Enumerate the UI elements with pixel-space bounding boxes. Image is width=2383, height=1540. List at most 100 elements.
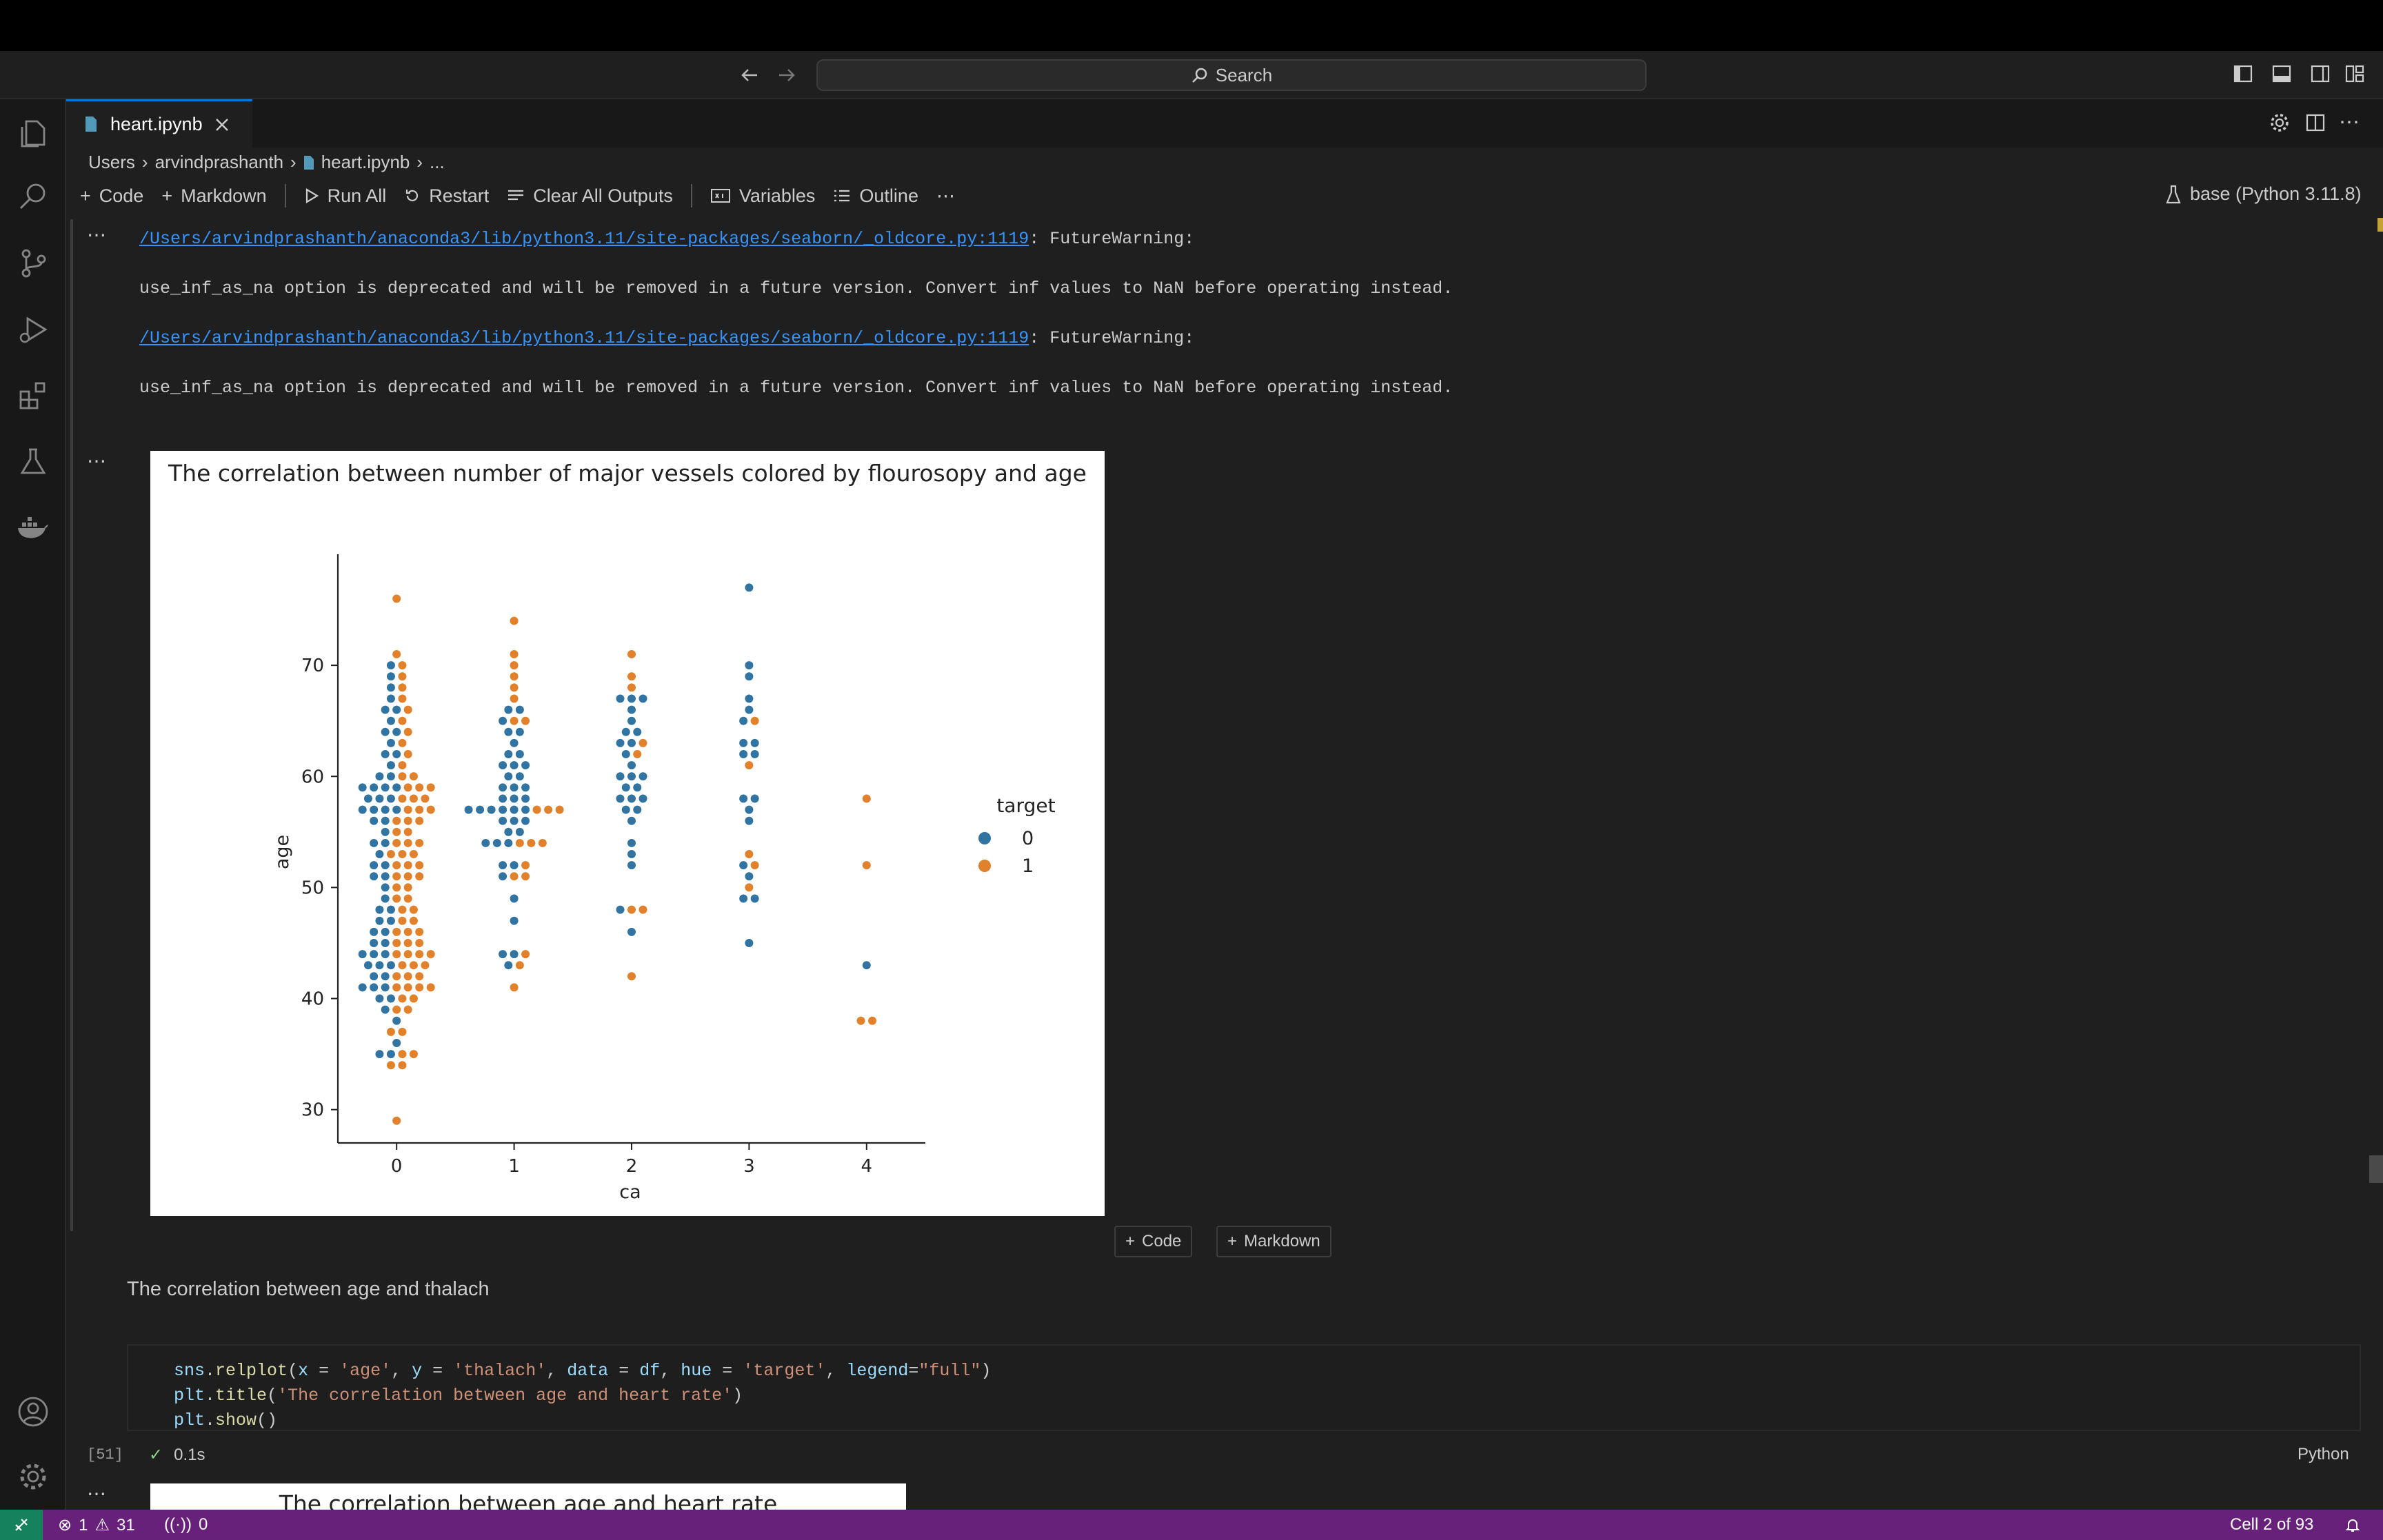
data-point <box>627 705 636 715</box>
settings-gear-icon[interactable] <box>2269 112 2291 134</box>
data-point <box>380 926 390 937</box>
code-cell-editor[interactable]: sns.relplot(x = 'age', y = 'thalach', da… <box>127 1344 2361 1431</box>
data-point <box>392 827 402 837</box>
add-code-cell-button[interactable]: + Code <box>1114 1226 1193 1257</box>
chevron-right-icon: › <box>141 152 148 172</box>
data-point <box>414 815 425 826</box>
breadcrumb-users[interactable]: Users <box>88 152 135 172</box>
data-point <box>856 1015 866 1026</box>
restart-button[interactable]: Restart <box>404 185 489 207</box>
testing-flask-icon[interactable] <box>17 445 50 478</box>
ports-indicator[interactable]: ((·)) 0 <box>164 1515 208 1534</box>
back-arrow-icon[interactable] <box>739 65 760 85</box>
tab-heart-ipynb[interactable]: heart.ipynb <box>66 99 252 148</box>
toggle-secondary-sidebar-icon[interactable] <box>2310 63 2331 84</box>
code-line-1: sns.relplot(x = 'age', y = 'thalach', da… <box>174 1361 992 1381</box>
data-point <box>374 915 385 926</box>
data-point <box>509 616 519 626</box>
breadcrumb-file[interactable]: heart.ipynb <box>321 152 410 172</box>
data-point <box>380 705 390 715</box>
data-point <box>385 760 396 771</box>
warning-path-link[interactable]: /Users/arvindprashanth/anaconda3/lib/pyt… <box>139 229 1029 249</box>
output-more-button[interactable]: ⋯ <box>87 1483 106 1504</box>
data-point <box>385 960 396 971</box>
data-point <box>615 771 625 782</box>
add-code-cell-button[interactable]: + Code <box>80 185 144 206</box>
outline-button[interactable]: Outline <box>833 185 918 207</box>
data-point <box>385 793 396 804</box>
variables-button[interactable]: Variables <box>710 185 815 207</box>
data-point <box>403 782 413 793</box>
data-point <box>397 693 408 704</box>
extensions-icon[interactable] <box>17 379 50 412</box>
tab-bar <box>66 99 2383 148</box>
kernel-label: base (Python 3.11.8) <box>2190 183 2362 204</box>
data-point <box>397 915 408 926</box>
data-point <box>385 682 396 693</box>
data-point <box>380 982 390 993</box>
os-top-bar <box>0 0 2383 51</box>
cell-position[interactable]: Cell 2 of 93 <box>2230 1515 2314 1534</box>
data-point <box>521 815 531 826</box>
run-debug-icon[interactable] <box>17 313 50 346</box>
search-view-icon[interactable] <box>17 181 50 214</box>
kernel-picker[interactable]: base (Python 3.11.8) <box>2165 183 2362 205</box>
data-point <box>498 793 508 804</box>
clear-all-outputs-button[interactable]: Clear All Outputs <box>507 185 673 207</box>
clear-outputs-icon <box>507 188 525 203</box>
toggle-primary-sidebar-icon[interactable] <box>2233 63 2253 84</box>
data-point <box>369 782 379 793</box>
notebook-file-icon <box>84 115 98 133</box>
account-icon[interactable] <box>17 1395 50 1428</box>
notifications-bell-icon[interactable] <box>2344 1517 2361 1533</box>
data-point <box>861 860 872 871</box>
swarm-plot: The correlation between number of major … <box>150 451 1105 1216</box>
data-point <box>627 838 636 848</box>
remote-indicator[interactable] <box>0 1510 43 1540</box>
data-point <box>392 838 402 848</box>
data-point <box>521 871 531 882</box>
data-point <box>374 993 385 1004</box>
data-point <box>498 871 508 882</box>
docker-icon[interactable] <box>15 511 50 545</box>
data-point <box>392 893 402 904</box>
data-point <box>509 760 519 771</box>
warning-path-link[interactable]: /Users/arvindprashanth/anaconda3/lib/pyt… <box>139 328 1029 348</box>
cell-language[interactable]: Python <box>2297 1445 2349 1463</box>
command-search-box[interactable]: Search <box>816 59 1647 91</box>
scatter-plot-preview: The correlation between age and heart ra… <box>150 1483 906 1510</box>
data-point <box>385 660 396 671</box>
data-point <box>521 793 531 804</box>
breadcrumb-user[interactable]: arvindprashanth <box>154 152 284 172</box>
add-markdown-cell-button[interactable]: + Markdown <box>1216 1226 1331 1257</box>
source-control-icon[interactable] <box>17 247 50 280</box>
chart-title: The correlation between age and heart ra… <box>279 1490 778 1510</box>
run-all-button[interactable]: Run All <box>304 185 386 207</box>
breadcrumb-more[interactable]: ... <box>430 152 445 172</box>
data-point <box>750 749 760 760</box>
data-point <box>627 904 636 915</box>
add-markdown-cell-button[interactable]: + Markdown <box>161 185 267 206</box>
data-point <box>392 971 402 982</box>
close-tab-icon[interactable] <box>214 116 230 133</box>
editor-more-actions-icon[interactable]: ⋯ <box>2339 111 2360 134</box>
output-more-button[interactable]: ⋯ <box>87 450 106 472</box>
scrollbar-thumb[interactable] <box>2369 1155 2383 1183</box>
customize-layout-icon[interactable] <box>2344 63 2365 84</box>
x-tick-label: 3 <box>743 1156 755 1177</box>
forward-arrow-icon[interactable] <box>776 65 797 85</box>
data-point <box>357 804 368 815</box>
data-point <box>615 904 625 915</box>
explorer-icon[interactable] <box>17 117 50 150</box>
manage-gear-icon[interactable] <box>17 1460 50 1493</box>
split-editor-icon[interactable] <box>2304 112 2326 134</box>
data-point <box>509 949 519 960</box>
markdown-cell-text[interactable]: The correlation between age and thalach <box>127 1278 490 1300</box>
warning-line-1: /Users/arvindprashanth/anaconda3/lib/pyt… <box>139 229 1195 249</box>
output-more-button[interactable]: ⋯ <box>87 224 106 245</box>
plus-icon: + <box>1125 1232 1136 1250</box>
toolbar-more-button[interactable]: ⋯ <box>936 185 955 206</box>
data-point <box>750 893 760 904</box>
problems-indicator[interactable]: ⊗ 1 ⚠ 31 <box>58 1515 135 1535</box>
toggle-panel-icon[interactable] <box>2271 63 2292 84</box>
